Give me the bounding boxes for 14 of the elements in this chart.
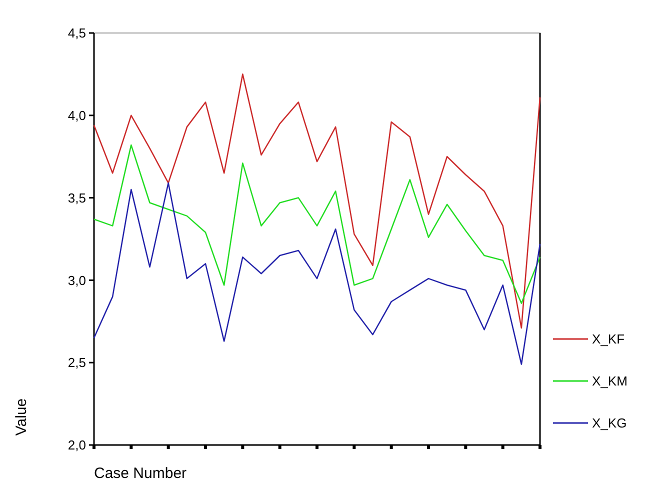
legend-label: X_KF [592,332,625,347]
y-axis-title: Value [13,398,30,436]
y-tick-label: 3,5 [68,190,86,206]
line-series [93,74,541,329]
y-tick-label: 3,0 [68,272,86,288]
legend-label: X_KG [592,416,627,431]
y-tick-label: 2,5 [68,355,86,370]
y-tick-label: 4,5 [68,26,86,41]
x-axis-title: Case Number [94,465,187,482]
y-tick-label: 2,0 [68,438,86,453]
line-series [93,144,541,304]
legend-label: X_KM [592,374,628,389]
y-tick-label: 4,0 [68,108,86,123]
line-series [93,182,541,365]
